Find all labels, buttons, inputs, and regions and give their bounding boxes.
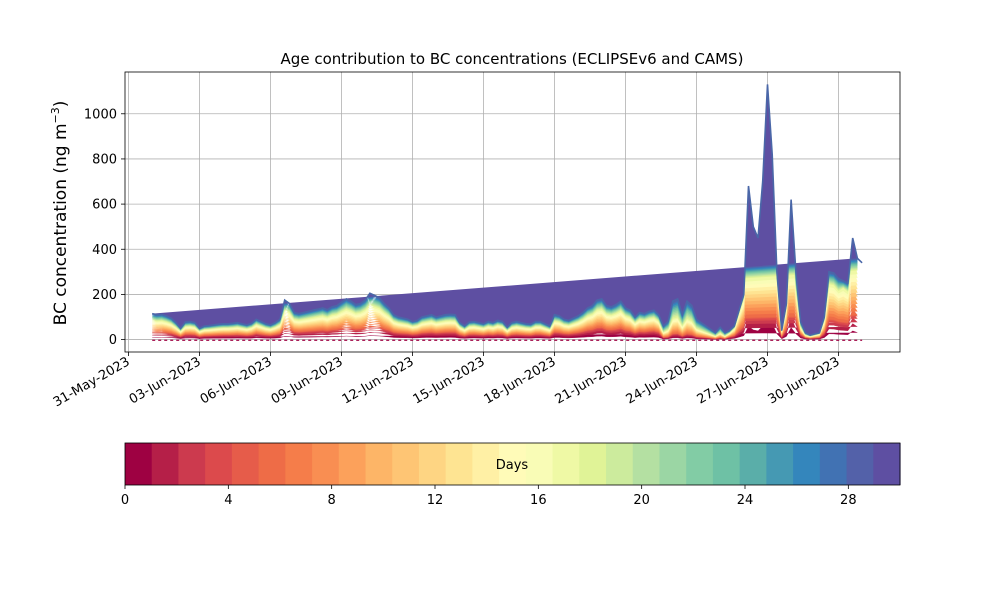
colorbar-swatch: [231, 443, 260, 485]
colorbar-swatch: [552, 443, 580, 485]
age-layer-10: [152, 199, 858, 338]
colorbar-swatch: [659, 443, 687, 485]
y-tick-label: 600: [92, 198, 117, 213]
colorbar-swatch: [125, 443, 153, 485]
y-tick-label: 0: [109, 333, 117, 348]
colorbar-frame: [124, 442, 901, 486]
colorbar-swatch: [205, 443, 233, 485]
y-tick-label: 1000: [84, 107, 117, 122]
colorbar-swatch: [606, 443, 634, 485]
colorbar-swatch: [846, 443, 874, 485]
colorbar-swatch: [285, 443, 313, 485]
colorbar-swatch: [365, 443, 393, 485]
colorbar-swatch: [766, 443, 794, 485]
colorbar-swatch: [873, 443, 901, 485]
y-tick-label: 800: [92, 152, 117, 167]
colorbar-tick-label: 12: [427, 493, 444, 508]
colorbar-tick-label: 20: [633, 493, 650, 508]
y-tick-label: 200: [92, 288, 117, 303]
colorbar-swatch: [712, 443, 741, 485]
age-layer-9: [152, 211, 858, 338]
colorbar-swatch: [819, 443, 848, 485]
colorbar-swatch: [632, 443, 661, 485]
chart-title: Age contribution to BC concentrations (E…: [281, 50, 744, 68]
plot-frame: [124, 71, 901, 353]
colorbar-swatch: [739, 443, 767, 485]
colorbar-tick-label: 16: [530, 493, 547, 508]
colorbar-swatch: [418, 443, 447, 485]
colorbar-swatch: [445, 443, 474, 485]
total-concentration-line: [152, 84, 863, 336]
colorbar-tick-label: 4: [224, 493, 232, 508]
y-axis-label: BC concentration (ng m−3): [49, 101, 71, 326]
colorbar-swatches: [125, 443, 901, 485]
colorbar-swatch: [525, 443, 554, 485]
y-tick-label: 400: [92, 243, 117, 258]
colorbar-swatch: [392, 443, 420, 485]
colorbar-ticks: 0 4 8 12 16 20 24 28: [121, 485, 857, 508]
colorbar-swatch: [151, 443, 180, 485]
colorbar-swatch: [258, 443, 286, 485]
age-layer-15: [152, 135, 858, 337]
colorbar-swatch: [793, 443, 821, 485]
y-axis-ticks: 0 200 400 600 800 1000: [84, 107, 125, 348]
series-edges: [152, 84, 863, 341]
colorbar-swatch: [338, 443, 367, 485]
colorbar-tick-label: 8: [328, 493, 336, 508]
colorbar-swatch: [686, 443, 714, 485]
colorbar-swatch: [499, 443, 527, 485]
age-layer-14: [152, 148, 858, 337]
colorbar: Days 0 4 8 12 16 20 24 28: [121, 442, 901, 508]
age-layer-11: [152, 186, 858, 338]
colorbar-swatch: [178, 443, 206, 485]
colorbar-label: Days: [496, 458, 529, 473]
age-layer-16: [152, 122, 858, 337]
age-layer-13: [152, 160, 858, 338]
colorbar-tick-label: 0: [121, 493, 129, 508]
colorbar-swatch: [312, 443, 340, 485]
colorbar-tick-label: 24: [737, 493, 754, 508]
colorbar-swatch: [579, 443, 607, 485]
colorbar-swatch: [472, 443, 500, 485]
age-layer-12: [152, 173, 858, 338]
stacked-age-areas: [152, 84, 858, 340]
colorbar-tick-label: 28: [840, 493, 857, 508]
